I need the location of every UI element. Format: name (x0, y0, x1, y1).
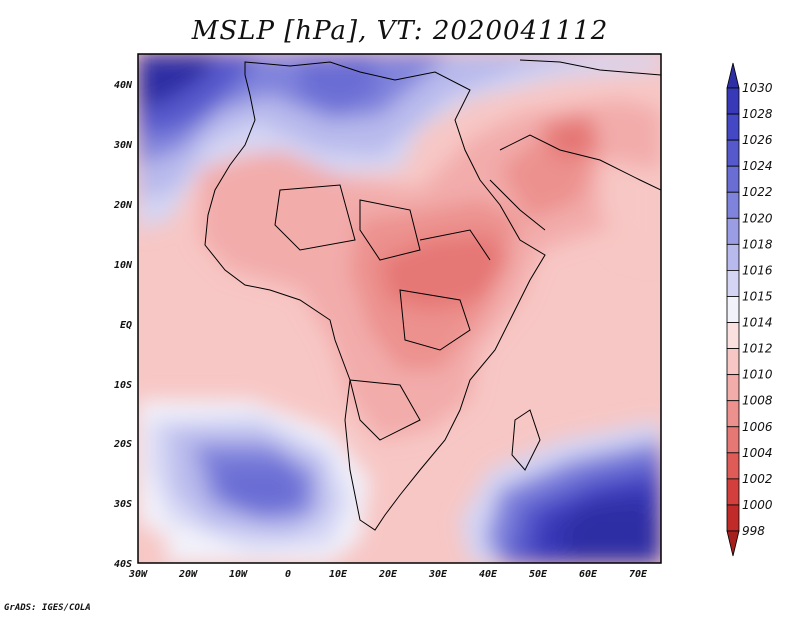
colorbar-segment (726, 478, 740, 506)
colorbar-segment (726, 243, 740, 271)
lon-tick-label: 20W (178, 569, 198, 580)
colorbar-segment (726, 348, 740, 376)
lat-ticks: 40N 30N 20N 10N EQ 10S 20S 30S 40S (113, 80, 133, 570)
colorbar-segment (726, 374, 740, 402)
colorbar-segment (726, 139, 740, 167)
colorbar-label: 1024 (742, 159, 773, 173)
lat-tick-label: 30S (113, 499, 132, 510)
colorbar-segment (726, 62, 740, 89)
colorbar-segment (726, 530, 740, 557)
colorbar-label: 1000 (742, 498, 773, 512)
colorbar-segment (726, 113, 740, 141)
colorbar-label: 1012 (742, 342, 773, 356)
colorbar-label: 998 (742, 524, 765, 538)
map-title: MSLP [hPa], VT: 2020041112 (191, 16, 609, 46)
lon-tick-label: 50E (529, 569, 548, 580)
colorbar: 1030 1028 1026 1024 1022 1020 1018 1016 1015 1014… (726, 62, 773, 557)
colorbar-segment (726, 296, 740, 323)
colorbar-segment (726, 400, 740, 428)
colorbar-label: 1015 (742, 289, 773, 303)
colorbar-label: 1004 (742, 446, 773, 460)
colorbar-segment (726, 270, 740, 297)
colorbar-segment (726, 504, 740, 532)
colorbar-segment (726, 217, 740, 245)
colorbar-label: 1016 (742, 263, 773, 277)
lon-tick-label: 20E (378, 569, 398, 580)
colorbar-segment (726, 191, 740, 219)
lat-tick-label: EQ (120, 320, 132, 331)
credit-text: GrADS: IGES/COLA (4, 603, 91, 613)
lon-tick-label: 10W (229, 569, 248, 580)
lon-tick-label: 30W (128, 569, 148, 580)
colorbar-label: 1010 (742, 368, 773, 382)
lon-tick-label: 10E (329, 569, 348, 580)
colorbar-label: 1008 (742, 394, 773, 408)
lat-tick-label: 20N (113, 200, 133, 211)
colorbar-segment (726, 322, 740, 349)
lon-tick-label: 40E (479, 569, 498, 580)
coastlines (204, 59, 661, 531)
lon-tick-label: 60E (579, 569, 598, 580)
colorbar-label: 1028 (742, 107, 773, 121)
colorbar-label: 1026 (742, 133, 773, 147)
colorbar-segment (726, 426, 740, 454)
lon-ticks: 30W 20W 10W 0 10E 20E 30E 40E 50E 60E 70… (128, 569, 648, 580)
lat-tick-label: 10N (114, 260, 133, 271)
lat-tick-label: 10S (114, 380, 132, 391)
lat-tick-label: 40N (114, 80, 133, 91)
pressure-field (138, 54, 661, 563)
lon-tick-label: 70E (629, 569, 648, 580)
colorbar-segment (726, 87, 740, 115)
lat-tick-label: 40S (114, 559, 132, 570)
colorbar-segment (726, 165, 740, 193)
colorbar-segment (726, 452, 740, 480)
lon-tick-label: 30E (428, 569, 448, 580)
colorbar-label: 1006 (742, 420, 773, 434)
colorbar-label: 1014 (742, 316, 773, 330)
colorbar-label: 1020 (742, 211, 773, 225)
lat-tick-label: 20S (113, 439, 132, 450)
lon-tick-label: 0 (285, 569, 291, 580)
colorbar-label: 1030 (742, 81, 773, 95)
map-frame (137, 53, 662, 564)
colorbar-label: 1018 (742, 237, 773, 251)
colorbar-label: 1022 (742, 185, 773, 199)
colorbar-label: 1002 (742, 472, 773, 486)
lat-tick-label: 30N (113, 140, 133, 151)
